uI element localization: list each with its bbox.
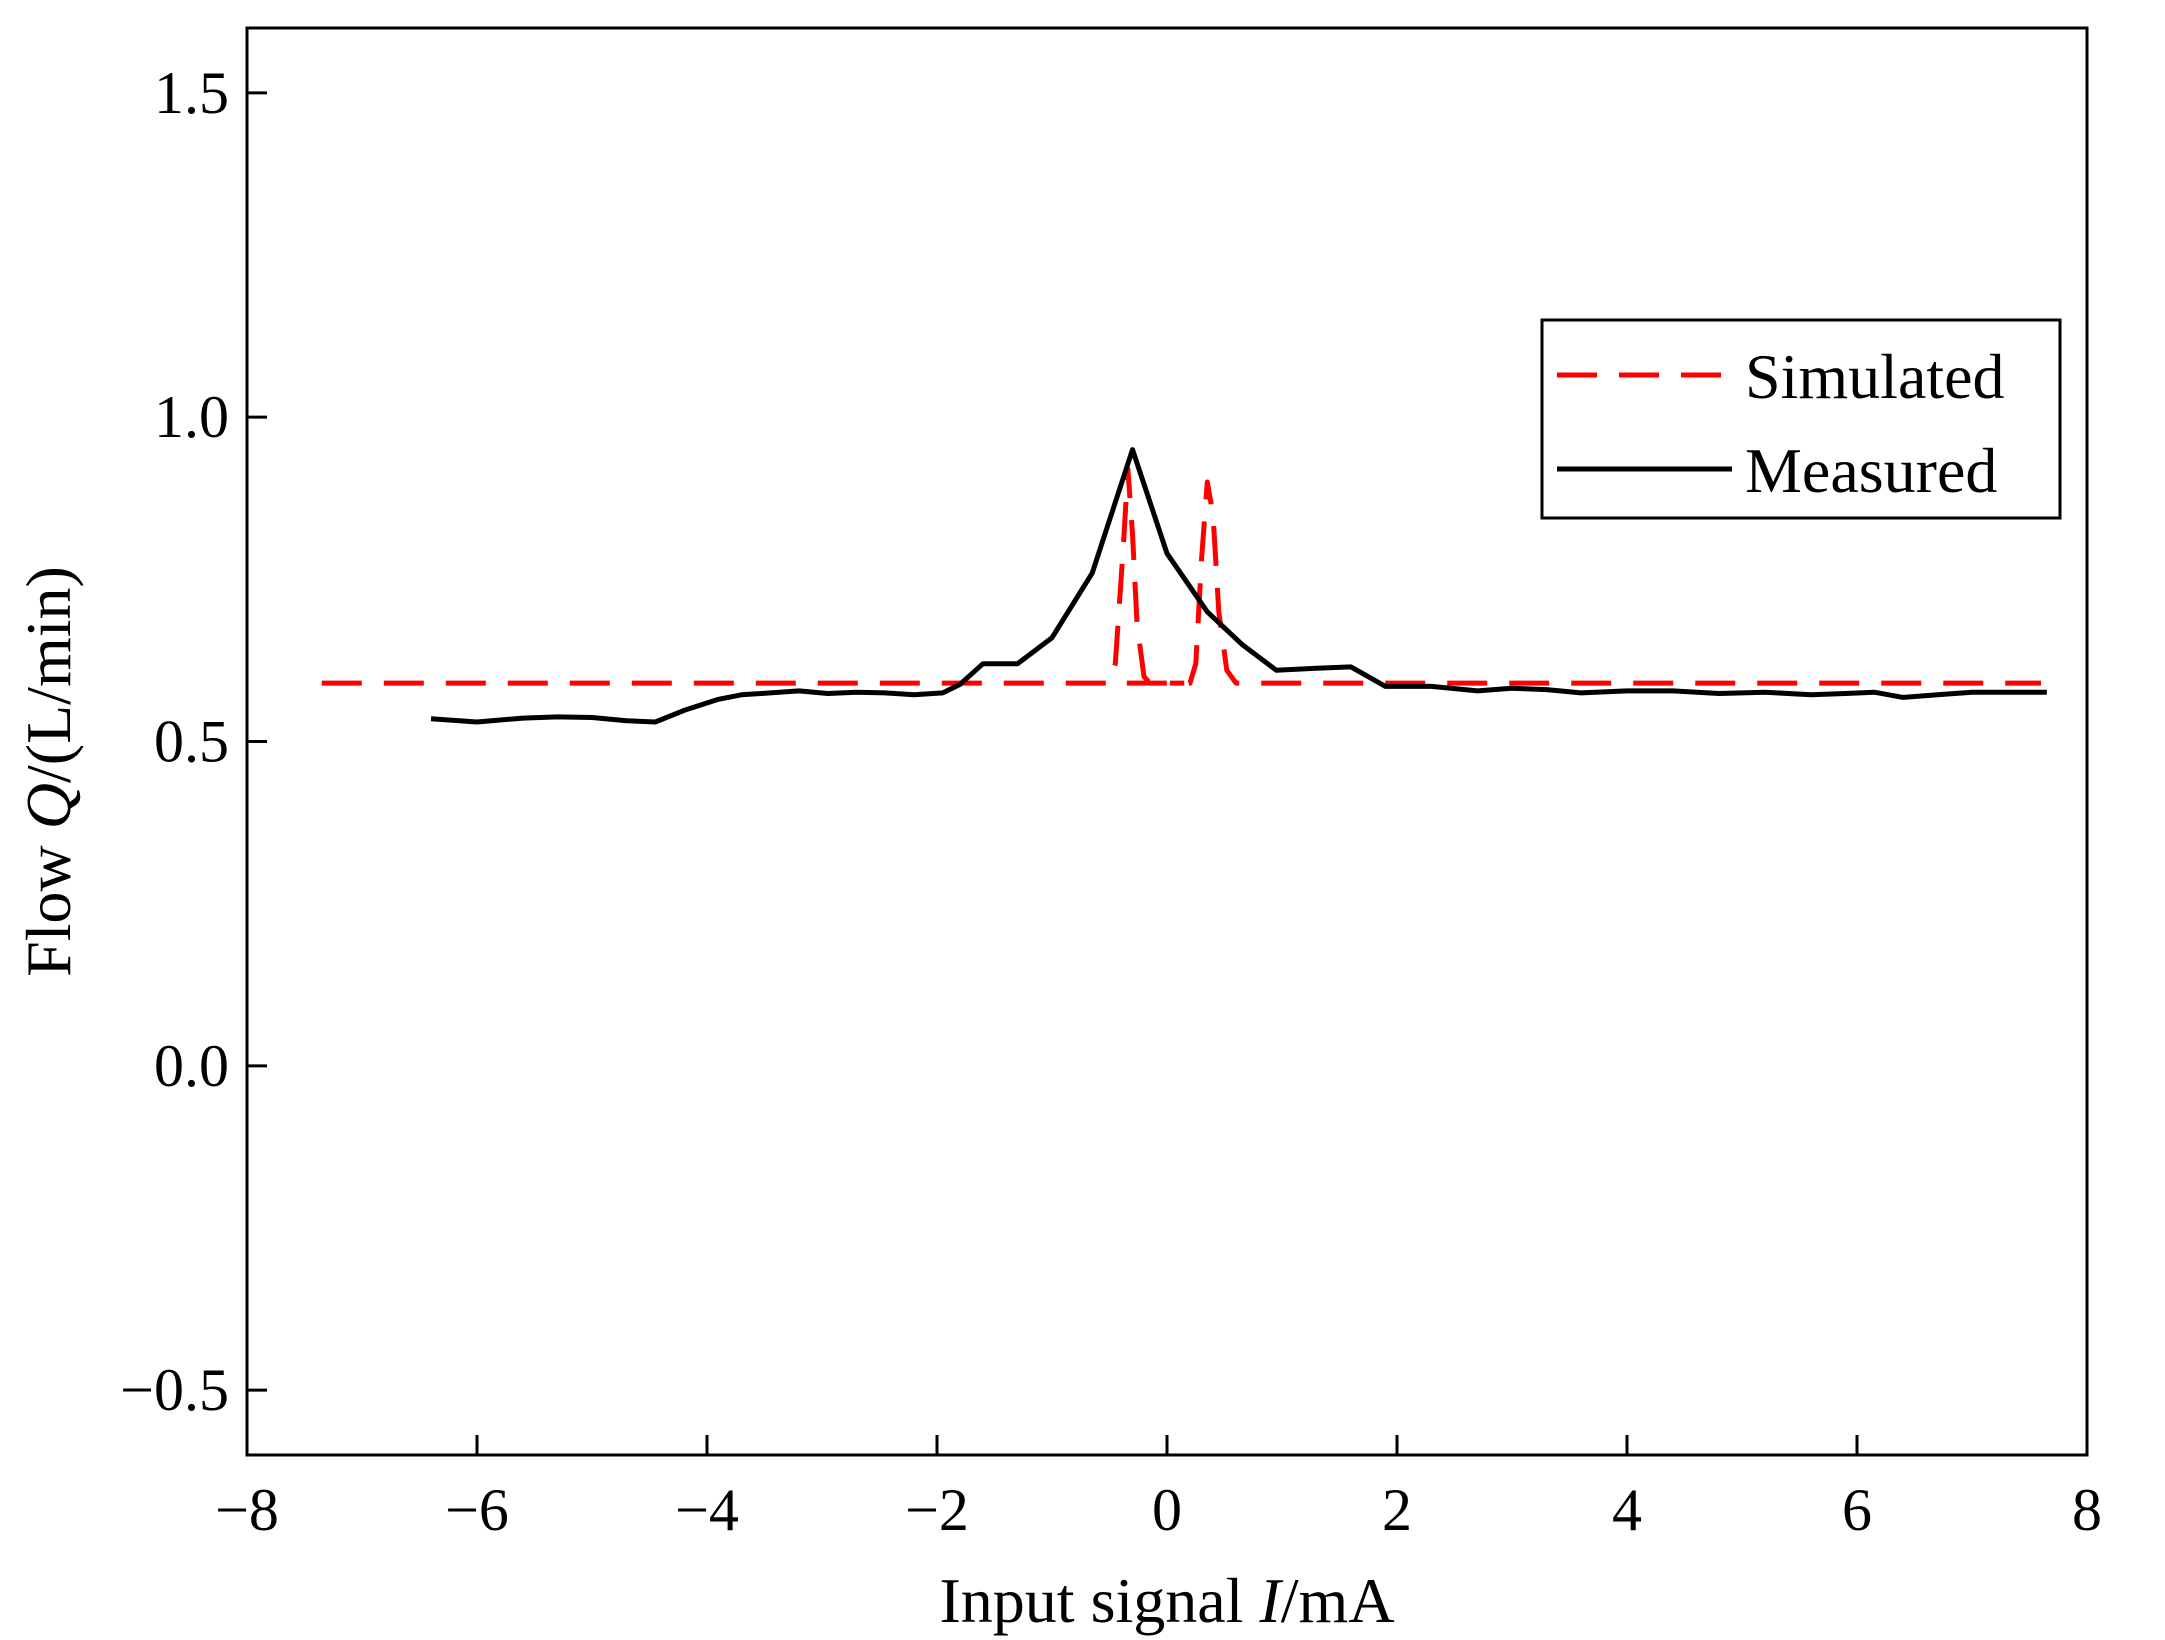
legend-label-simulated: Simulated [1745,341,2005,412]
y-axis-label-prefix: Flow [13,829,84,977]
x-tick-label: 4 [1612,1477,1642,1543]
x-tick-label: 8 [2072,1477,2102,1543]
plot-frame [245,26,2089,1457]
x-tick-label: −2 [905,1477,969,1543]
y-tick-label: 1.5 [154,60,229,126]
legend-label-measured: Measured [1745,435,1997,506]
x-tick-label: −6 [445,1477,509,1543]
y-tick-label: 0.5 [154,709,229,775]
x-axis-label: Input signal I/mA [939,1565,1394,1636]
x-axis-label-symbol: I [1258,1565,1283,1636]
x-tick-label: 2 [1382,1477,1412,1543]
x-tick-label: −8 [215,1477,279,1543]
x-tick-label: 6 [1842,1477,1872,1543]
series-measured-line [430,447,2047,725]
x-axis-label-prefix: Input signal [939,1565,1259,1636]
x-tick-label: −4 [675,1477,739,1543]
ticks-layer: −8 −6 −4 −2 0 2 4 6 8 −0.5 0.0 0.5 1.0 1.5 [120,60,2102,1543]
series-simulated-line-2 [1126,479,2041,686]
y-tick-label: 1.0 [154,384,229,450]
y-tick-label: 0.0 [154,1033,229,1099]
y-axis-label-symbol: Q [13,783,84,829]
series-simulated-line-1 [321,466,1185,686]
x-tick-label: 0 [1152,1477,1182,1543]
y-tick-label: −0.5 [120,1357,229,1423]
y-axis-label-suffix: /(L/min) [13,566,84,783]
x-axis-label-suffix: /mA [1281,1565,1395,1636]
y-axis-label: Flow Q/(L/min) [13,566,84,977]
legend: Simulated Measured [1540,318,2062,520]
series-layer [321,447,2047,725]
legend-box [1540,318,2062,520]
